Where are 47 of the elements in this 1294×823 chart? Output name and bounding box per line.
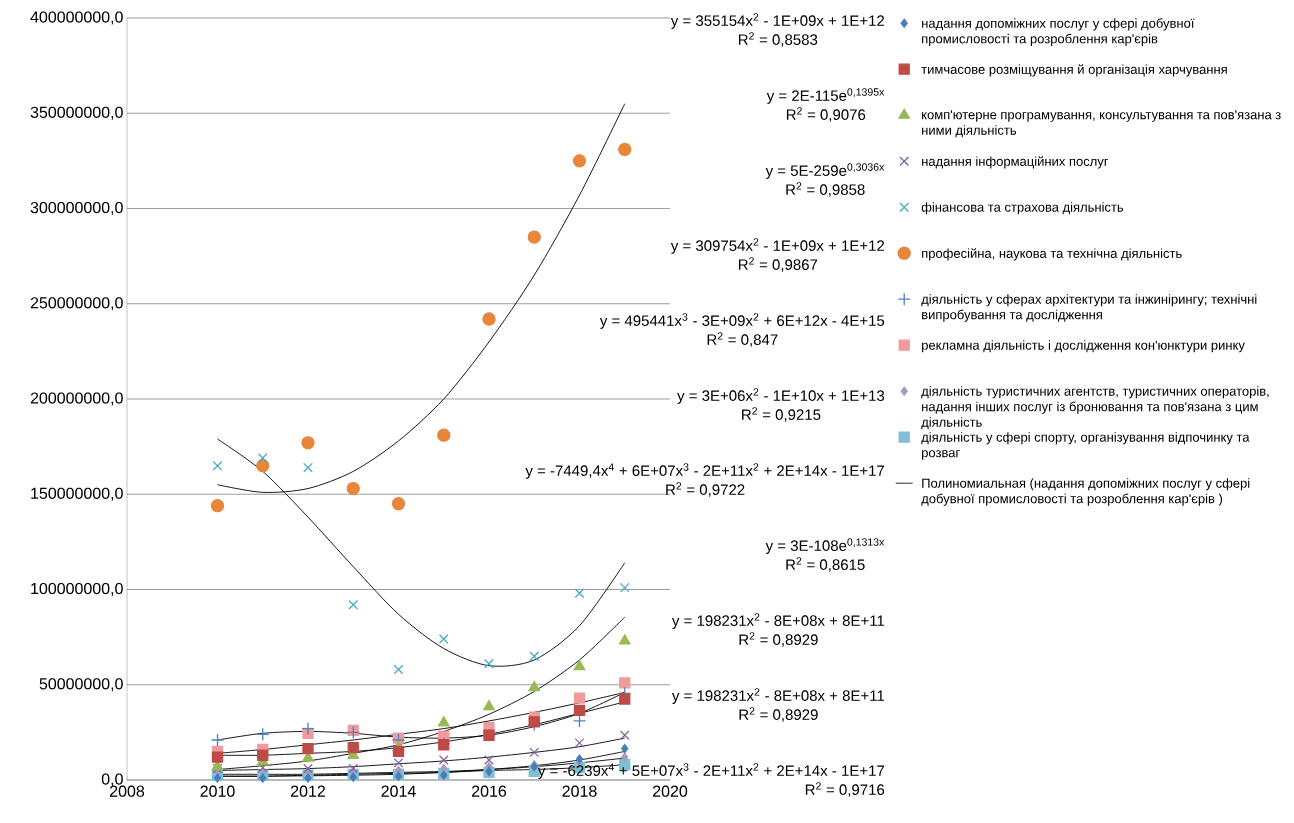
text: y = 5E-259e$^{0,3036x}$ [765,163,885,179]
text: R$^{2}$ = 0,8929 [739,632,818,647]
text: y = 3E-108e$^{0,1313x}$ [765,538,885,554]
x-tick-label: 2020 [653,785,688,797]
text: y = 2E-115e$^{0,1395x}$ [766,88,885,104]
text: R$^{2}$ = 0,847 [707,332,778,347]
text: y = 198231x$^{2}$ - 8E+08x + 8E+11 [671,688,885,704]
y-tick-label: 150000000,0 [31,487,123,501]
text: y = 309754x$^{2}$ - 1E+09x + 1E+12 [670,238,885,254]
x-tick-label: 2010 [200,785,235,797]
text: R$^{2}$ = 0,9215 [742,407,821,422]
legend-label: діяльність у сферах архітектури та інжинірингу; технічні випробування та дослідження [921,294,1257,322]
text: R$^{2}$ = 0,9716 [805,782,885,797]
legend-label: надання допоміжних послуг у сфері добувної промисловості та розроблення кар'єрів [922,18,1195,46]
annotation: y = -7449,4x$^{4}$ + 6E+07x$^{3}$ - 2E+11x$^{2}$ + 2E+14x - 1E+17 [525,463,885,479]
x-tick-label: 2016 [472,785,507,797]
text: y = 3E+06x$^{2}$ - 1E+10x + 1E+13 [677,388,885,404]
text: R$^{2}$ = 0,9867 [738,257,818,272]
legend-label: рекламна діяльність і дослідження кон'юнктури ринку [922,340,1245,353]
text: y = 198231x$^{2}$ - 8E+08x + 8E+11 [671,613,885,629]
legend-label: тимчасове розміщування й організація харчування [921,64,1227,77]
y-tick-label: 250000000,0 [30,297,123,311]
legend-label: професійна, наукова та технічна діяльність [922,248,1182,261]
text: R$^{2}$ = 0,8929 [739,707,818,722]
y-tick-label: 50000000,0 [39,678,123,692]
y-tick-label: 0,0 [101,773,123,787]
text: y = 355154x$^{2}$ - 1E+09x + 1E+12 [670,13,885,29]
x-tick-label: 2014 [381,785,416,797]
legend-label: комп'ютерне програмування, консультування та пов'язана з ними діяльність [922,110,1281,138]
y-tick-label: 200000000,0 [30,392,123,406]
text: R$^{2}$ = 0,8583 [738,32,818,47]
annotation: R$^{2}$ = 0,9722 [666,482,745,497]
text: R$^{2}$ = 0,8615 [786,557,865,572]
y-tick-label: 350000000,0 [30,106,123,120]
text: R$^{2}$ = 0,9076 [786,107,866,122]
x-tick-label: 2018 [562,785,597,797]
x-tick-label: 2012 [291,785,325,797]
legend-label: Полиномиальная (надання допоміжних послуг у сфері добувної промисловості та розроблення кар'єрів ) [921,478,1250,506]
x-tick-label: 2008 [110,785,145,797]
legend-label: фінансова та страхова діяльність [921,202,1124,215]
annotation: y = 495441x$^{3}$ - 3E+09x$^{2}$ + 6E+12x - 4E+15 [599,313,885,329]
y-tick-label: 300000000,0 [30,201,123,216]
y-tick-label: 400000000,0 [30,11,123,25]
legend-label: надання інформаційних послуг [922,156,1109,169]
text: R$^{2}$ = 0,9858 [786,182,865,197]
y-tick-label: 100000000,0 [31,582,123,597]
legend-label: діяльність у сфері спорту, організування відпочинку та розваг [921,432,1250,460]
